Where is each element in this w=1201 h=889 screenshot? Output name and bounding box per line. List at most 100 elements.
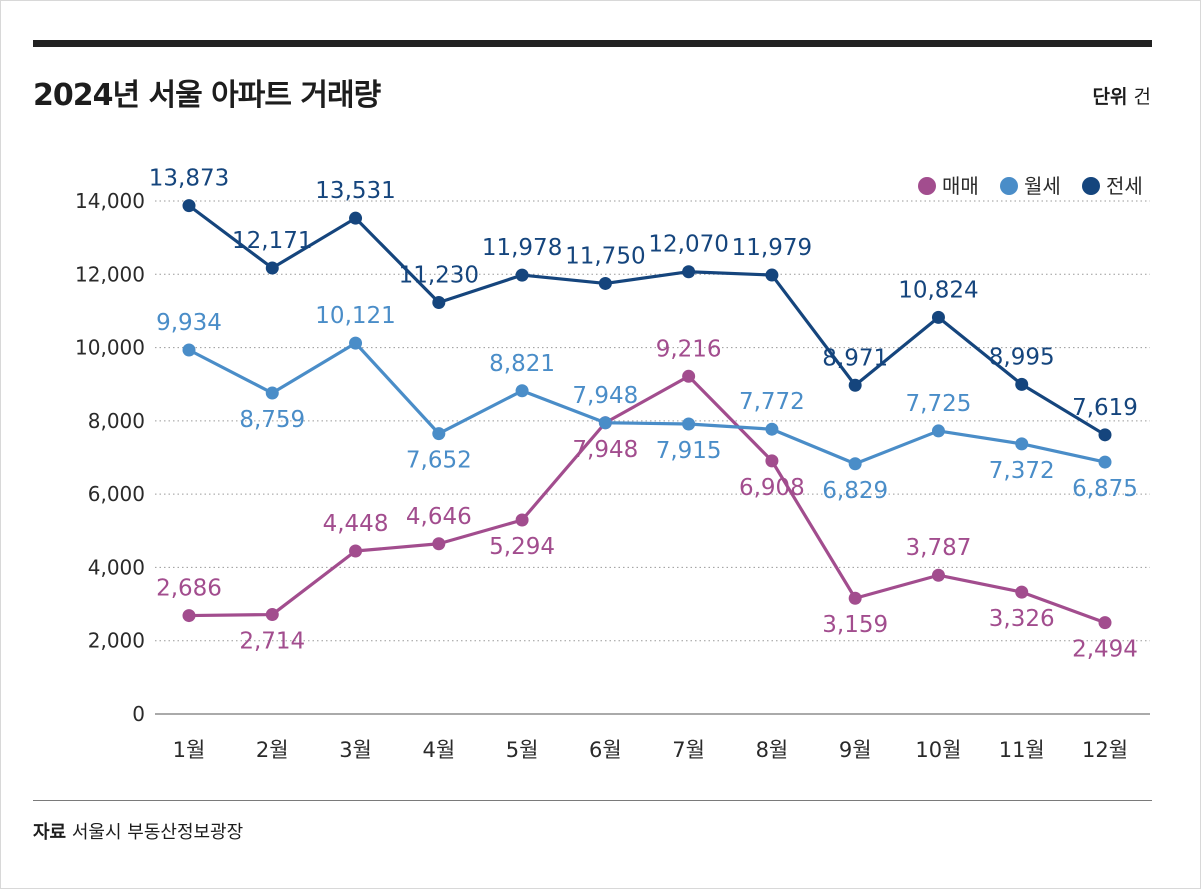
x-tick-label: 4월 <box>422 738 455 762</box>
unit-note: 단위 건 <box>1093 82 1152 109</box>
data-label: 11,978 <box>482 235 562 261</box>
data-label: 10,121 <box>315 303 395 329</box>
x-tick-label: 2월 <box>256 738 289 762</box>
data-label: 4,646 <box>406 504 472 530</box>
data-label: 2,494 <box>1072 637 1138 663</box>
data-label: 12,070 <box>648 232 728 258</box>
data-point <box>1015 377 1029 391</box>
data-point <box>182 609 196 623</box>
data-point <box>432 427 446 441</box>
series-line-매매 <box>188 374 1106 625</box>
data-label: 7,915 <box>656 438 722 464</box>
data-point <box>765 454 779 468</box>
source-label: 자료 <box>33 822 67 843</box>
unit-label: 단위 <box>1092 86 1128 108</box>
data-point <box>848 591 862 605</box>
data-label: 2,686 <box>156 576 222 602</box>
legend-marker <box>1000 177 1018 195</box>
series-line-전세 <box>188 204 1106 437</box>
data-label: 7,772 <box>739 389 805 415</box>
data-label: 12,171 <box>232 228 312 254</box>
data-label: 3,326 <box>989 606 1055 632</box>
data-point <box>1098 616 1112 630</box>
data-point <box>931 424 945 438</box>
data-label: 13,531 <box>315 178 395 204</box>
data-label: 4,448 <box>323 511 389 537</box>
data-point <box>931 310 945 324</box>
y-tick-label: 0 <box>132 702 145 726</box>
data-point <box>682 417 696 431</box>
data-point <box>349 211 363 225</box>
data-point <box>931 568 945 582</box>
data-label: 7,725 <box>906 391 972 417</box>
data-point <box>265 261 279 275</box>
data-label: 7,948 <box>572 383 638 409</box>
data-point <box>432 296 446 310</box>
data-point <box>432 537 446 551</box>
y-tick-label: 12,000 <box>75 262 145 286</box>
data-label: 11,230 <box>399 263 479 289</box>
x-tick-label: 12월 <box>1082 738 1128 762</box>
data-point <box>1015 585 1029 599</box>
y-tick-label: 14,000 <box>75 189 145 213</box>
data-point <box>682 265 696 279</box>
x-tick-label: 11월 <box>999 738 1045 762</box>
y-tick-label: 10,000 <box>75 336 145 360</box>
legend-label: 전세 <box>1106 174 1143 198</box>
y-tick-label: 8,000 <box>88 409 145 433</box>
data-label: 11,750 <box>565 243 645 269</box>
data-label: 8,971 <box>822 345 888 371</box>
data-label: 9,934 <box>156 310 222 336</box>
top-rule <box>33 40 1152 47</box>
data-label: 7,948 <box>572 437 638 463</box>
legend-marker <box>918 177 936 195</box>
y-tick-label: 6,000 <box>88 482 145 506</box>
data-point <box>182 343 196 357</box>
data-label: 5,294 <box>489 534 555 560</box>
data-point <box>515 268 529 282</box>
data-label: 9,216 <box>656 336 722 362</box>
x-tick-label: 9월 <box>839 738 872 762</box>
data-label: 7,619 <box>1072 395 1138 421</box>
data-label: 7,372 <box>989 458 1055 484</box>
data-label: 13,873 <box>149 166 229 192</box>
data-point <box>1098 428 1112 442</box>
data-label: 6,829 <box>822 478 888 504</box>
series-line-월세 <box>188 341 1106 466</box>
data-label: 3,159 <box>822 612 888 638</box>
x-tick-label: 6월 <box>589 738 622 762</box>
data-label: 10,824 <box>898 277 978 303</box>
data-point <box>848 378 862 392</box>
bottom-rule <box>33 800 1152 801</box>
data-label: 8,759 <box>239 407 305 433</box>
data-point <box>182 199 196 213</box>
y-tick-label: 2,000 <box>88 629 145 653</box>
data-point <box>1015 437 1029 451</box>
x-tick-label: 1월 <box>173 738 206 762</box>
data-label: 11,979 <box>732 235 812 261</box>
legend-marker <box>1082 177 1100 195</box>
y-tick-label: 4,000 <box>88 555 145 579</box>
data-point <box>848 457 862 471</box>
data-point <box>765 422 779 436</box>
data-point <box>515 384 529 398</box>
data-point <box>765 268 779 282</box>
data-label: 7,652 <box>406 448 472 474</box>
data-point <box>682 369 696 383</box>
x-tick-label: 7월 <box>672 738 705 762</box>
data-point <box>265 386 279 400</box>
x-tick-label: 8월 <box>756 738 789 762</box>
data-point <box>515 513 529 527</box>
legend-label: 월세 <box>1024 174 1061 198</box>
chart-title: 2024년 서울 아파트 거래량 <box>33 78 381 113</box>
data-label: 3,787 <box>906 535 972 561</box>
source-note: 자료 서울시 부동산정보광장 <box>33 818 243 844</box>
data-label: 2,714 <box>239 629 305 655</box>
unit-value: 건 <box>1133 86 1151 108</box>
data-point <box>1098 455 1112 469</box>
data-point <box>265 608 279 622</box>
legend-label: 매매 <box>942 174 979 198</box>
data-label: 6,875 <box>1072 476 1138 502</box>
